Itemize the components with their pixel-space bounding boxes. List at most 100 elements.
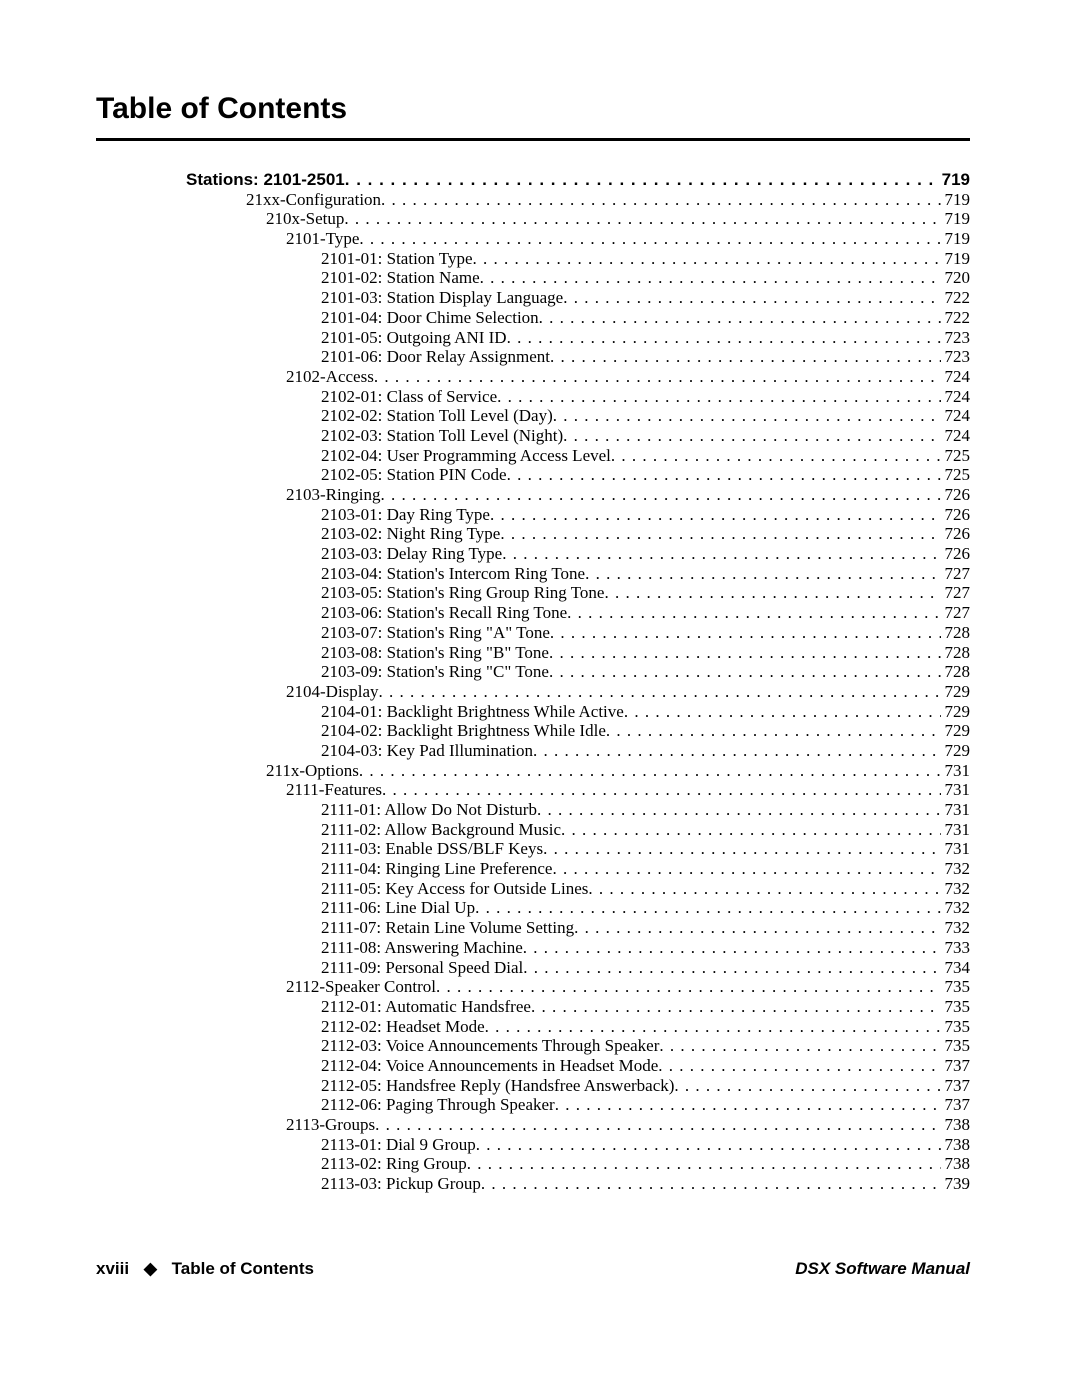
toc-entry-page: 735 (941, 998, 971, 1017)
toc-entry-label: 2103-01: Day Ring Type (321, 506, 490, 525)
toc-leader-dots (381, 191, 940, 210)
toc-entry-page: 731 (941, 801, 971, 820)
toc-entry-label: 2102-05: Station PIN Code (321, 466, 507, 485)
toc-entry-page: 724 (941, 368, 971, 387)
toc-leader-dots (485, 1018, 941, 1037)
toc-entry-label: 2111-02: Allow Background Music (321, 821, 561, 840)
toc-entry-label: 2104-01: Backlight Brightness While Acti… (321, 703, 624, 722)
toc-leader-dots (555, 1096, 941, 1115)
toc-entry: 2111-09: Personal Speed Dial 734 (96, 959, 970, 978)
toc-leader-dots (563, 289, 940, 308)
toc-entry: 2112-03: Voice Announcements Through Spe… (96, 1037, 970, 1056)
toc-entry-page: 731 (941, 762, 971, 781)
toc-entry: 2104-02: Backlight Brightness While Idle… (96, 722, 970, 741)
toc-entry-page: 723 (941, 329, 971, 348)
toc-leader-dots (507, 466, 941, 485)
toc-entry: 2111-04: Ringing Line Preference 732 (96, 860, 970, 879)
toc-leader-dots (345, 171, 938, 190)
toc-entry: 2111-01: Allow Do Not Disturb 731 (96, 801, 970, 820)
toc-leader-dots (380, 486, 940, 505)
toc-entry: 2103-01: Day Ring Type 726 (96, 506, 970, 525)
toc-entry-label: 2113-02: Ring Group (321, 1155, 467, 1174)
toc-leader-dots (549, 663, 941, 682)
toc-entry: 2113-01: Dial 9 Group 738 (96, 1136, 970, 1155)
toc-entry-page: 731 (941, 840, 971, 859)
toc-entry-page: 732 (941, 880, 971, 899)
page-footer: xviii ◆ Table of Contents DSX Software M… (96, 1259, 970, 1279)
toc-entry-label: 2103-02: Night Ring Type (321, 525, 500, 544)
toc-leader-dots (375, 1116, 940, 1135)
toc-entry: 2103-05: Station's Ring Group Ring Tone … (96, 584, 970, 603)
toc-entry: 2101-02: Station Name 720 (96, 269, 970, 288)
footer-section: Table of Contents (172, 1259, 314, 1278)
toc-entry: 2113-02: Ring Group 738 (96, 1155, 970, 1174)
toc-entry-page: 733 (941, 939, 971, 958)
toc-leader-dots (475, 899, 940, 918)
toc-entry-page: 732 (941, 860, 971, 879)
toc-leader-dots (543, 840, 940, 859)
toc-entry-label: 2101-04: Door Chime Selection (321, 309, 539, 328)
toc-entry: 2101-06: Door Relay Assignment 723 (96, 348, 970, 367)
toc-leader-dots (523, 959, 940, 978)
toc-entry: 2104-01: Backlight Brightness While Acti… (96, 703, 970, 722)
toc-entry: 2101-01: Station Type 719 (96, 250, 970, 269)
toc-entry: 2102-04: User Programming Access Level 7… (96, 447, 970, 466)
toc-entry-label: 2102-03: Station Toll Level (Night) (321, 427, 563, 446)
toc-leader-dots (500, 525, 940, 544)
toc-leader-dots (585, 565, 940, 584)
toc-leader-dots (476, 1136, 941, 1155)
toc-entry-label: 2101-03: Station Display Language (321, 289, 563, 308)
toc-entry-page: 738 (941, 1136, 971, 1155)
toc-entry-page: 729 (941, 703, 971, 722)
toc-leader-dots (553, 407, 941, 426)
toc-entry-page: 719 (938, 171, 970, 190)
toc-entry-page: 719 (941, 230, 971, 249)
toc-entry-label: 2111-07: Retain Line Volume Setting (321, 919, 574, 938)
toc-leader-dots (537, 801, 941, 820)
toc-entry: 2113-03: Pickup Group 739 (96, 1175, 970, 1194)
toc-leader-dots (563, 427, 940, 446)
toc-entry-label: 210x-Setup (266, 210, 344, 229)
toc-entry-label: 2111-06: Line Dial Up (321, 899, 475, 918)
toc-entry-page: 739 (941, 1175, 971, 1194)
toc-entry-label: Stations: 2101-2501 (186, 171, 345, 190)
toc-leader-dots (507, 329, 941, 348)
toc-entry-page: 726 (941, 525, 971, 544)
toc-entry: 2103-08: Station's Ring "B" Tone 728 (96, 644, 970, 663)
toc-entry-page: 725 (941, 447, 971, 466)
toc-entry-page: 722 (941, 289, 971, 308)
toc-leader-dots (467, 1155, 941, 1174)
toc-entry-page: 735 (941, 1037, 971, 1056)
toc-entry-page: 731 (941, 821, 971, 840)
toc-entry-page: 720 (941, 269, 971, 288)
footer-diamond-icon: ◆ (144, 1259, 157, 1278)
toc-leader-dots (359, 762, 941, 781)
toc-leader-dots (611, 447, 941, 466)
toc-entry-label: 2111-09: Personal Speed Dial (321, 959, 523, 978)
toc-entry-label: 2101-05: Outgoing ANI ID (321, 329, 507, 348)
toc-leader-dots (481, 1175, 941, 1194)
toc-leader-dots (604, 584, 940, 603)
toc-leader-dots (550, 348, 940, 367)
toc-leader-dots (674, 1077, 940, 1096)
toc-entry-page: 732 (941, 919, 971, 938)
page-title: Table of Contents (96, 92, 970, 126)
toc-entry-page: 726 (941, 506, 971, 525)
toc-leader-dots (502, 545, 940, 564)
toc-entry-page: 719 (941, 191, 971, 210)
toc-entry-label: 21xx-Configuration (246, 191, 381, 210)
toc-entry: 2103-07: Station's Ring "A" Tone 728 (96, 624, 970, 643)
toc-entry-page: 737 (941, 1096, 971, 1115)
toc-entry-label: 2112-06: Paging Through Speaker (321, 1096, 555, 1115)
toc-entry: 2112-05: Handsfree Reply (Handsfree Answ… (96, 1077, 970, 1096)
toc-entry-label: 2102-02: Station Toll Level (Day) (321, 407, 553, 426)
toc-entry-page: 725 (941, 466, 971, 485)
toc-leader-dots (539, 309, 941, 328)
toc-entry-label: 2102-01: Class of Service (321, 388, 497, 407)
toc-entry-label: 2104-Display (286, 683, 379, 702)
toc-entry: 2111-06: Line Dial Up 732 (96, 899, 970, 918)
toc-entry-page: 732 (941, 899, 971, 918)
toc-entry-label: 2112-04: Voice Announcements in Headset … (321, 1057, 658, 1076)
toc-entry-page: 731 (941, 781, 971, 800)
toc-entry-label: 2111-08: Answering Machine (321, 939, 523, 958)
